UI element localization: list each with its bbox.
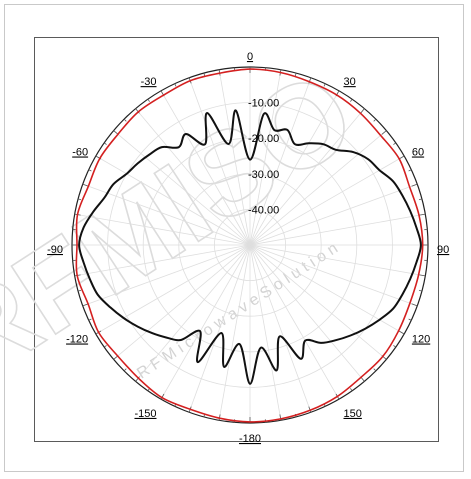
grid-spoke — [74, 213, 251, 246]
grid-spoke — [249, 213, 426, 246]
grid-ring — [107, 102, 393, 388]
grid-spoke — [249, 244, 405, 335]
grid-spoke — [249, 244, 418, 307]
grid-spoke — [160, 244, 251, 400]
angle-tick — [123, 368, 127, 372]
grid-spoke — [82, 244, 251, 307]
angle-tick — [419, 274, 426, 277]
ring-label: -40.00 — [248, 204, 279, 216]
angle-tick — [393, 345, 397, 348]
grid-spoke — [188, 77, 251, 246]
grid-spoke — [249, 69, 282, 246]
angle-tick — [373, 368, 377, 372]
angle-tick — [411, 303, 418, 307]
grid-spoke — [113, 244, 251, 360]
angle-tick-label: 120 — [412, 334, 430, 346]
angle-tick — [88, 318, 92, 321]
grid-spoke — [218, 244, 251, 421]
grid-spoke — [249, 244, 282, 421]
grid-spoke — [249, 108, 365, 246]
grid-spoke — [249, 155, 405, 246]
grid-spoke — [113, 130, 251, 246]
series-layer — [75, 68, 424, 423]
angle-tick — [373, 118, 377, 122]
grid-spoke — [249, 244, 312, 413]
angle-tick — [77, 198, 82, 201]
grid-spoke — [249, 244, 340, 400]
angle-tick — [123, 118, 127, 122]
angle-tick — [408, 169, 412, 172]
angle-tick — [408, 318, 412, 321]
grid-spoke — [249, 244, 426, 277]
angle-tick-label: 90 — [437, 244, 449, 256]
angle-tick — [411, 183, 418, 187]
grid-spoke — [249, 244, 387, 360]
series-line-1 — [75, 68, 424, 423]
angle-tick-label: -90 — [47, 244, 63, 256]
angle-tick — [82, 183, 89, 187]
angle-tick-label: 60 — [412, 147, 424, 159]
grid-spoke — [95, 155, 251, 246]
angle-tick-label: -180 — [239, 433, 261, 445]
series-line-2 — [78, 109, 422, 385]
grid-spoke — [160, 90, 251, 246]
grid-spoke — [95, 244, 251, 335]
angle-tick — [418, 198, 423, 201]
angle-tick — [350, 388, 353, 392]
angle-tick — [308, 406, 312, 413]
angle-tick — [218, 414, 221, 421]
grid-spoke — [249, 77, 312, 246]
grid-spoke — [249, 244, 365, 382]
grid-ring — [142, 137, 358, 353]
angle-tick — [147, 98, 150, 102]
angle-tick — [203, 72, 206, 77]
grid-spoke — [249, 183, 418, 246]
angle-tick — [174, 83, 177, 87]
grid-ring — [213, 208, 286, 281]
grid-spoke — [74, 244, 251, 277]
angle-tick-label: 150 — [344, 408, 362, 420]
grid-spoke — [135, 108, 251, 246]
ring-label: -10.00 — [248, 98, 279, 110]
polar-grid — [71, 66, 429, 424]
ring-label: -20.00 — [248, 133, 279, 145]
angle-tick — [88, 169, 92, 172]
angle-tick — [398, 330, 405, 335]
angle-tick — [160, 393, 165, 400]
grid-spoke — [218, 69, 251, 246]
grid-spoke — [188, 244, 251, 413]
grid-spoke — [135, 244, 251, 382]
angle-tick — [77, 289, 82, 292]
angle-tick — [418, 289, 423, 292]
plot-area-border — [34, 37, 439, 442]
angle-tick-label: -120 — [66, 334, 88, 346]
angle-tick — [381, 130, 387, 135]
angle-tick — [103, 345, 107, 348]
grid-spoke — [82, 183, 251, 246]
angle-tick-label: 0 — [247, 51, 253, 63]
angle-tick-label: -150 — [134, 408, 156, 420]
grid-spoke — [249, 90, 340, 246]
grid-spoke — [249, 130, 387, 246]
angle-tick — [419, 213, 426, 216]
angle-tick — [103, 142, 107, 145]
angle-tick-label: -60 — [72, 147, 88, 159]
label-layer: -10.00 -20.00 -30.00 -40.00 0 30 60 90 120 150 -18… — [47, 51, 449, 445]
angle-tick — [360, 108, 365, 114]
angle-tick-label: -30 — [141, 76, 157, 88]
angle-tick — [294, 72, 297, 77]
angle-tick-label: 30 — [344, 76, 356, 88]
ring-label: -30.00 — [248, 169, 279, 181]
angle-tick — [393, 142, 397, 145]
angle-tick — [350, 98, 353, 102]
angle-tick — [323, 83, 326, 87]
grid-ring — [178, 173, 322, 317]
